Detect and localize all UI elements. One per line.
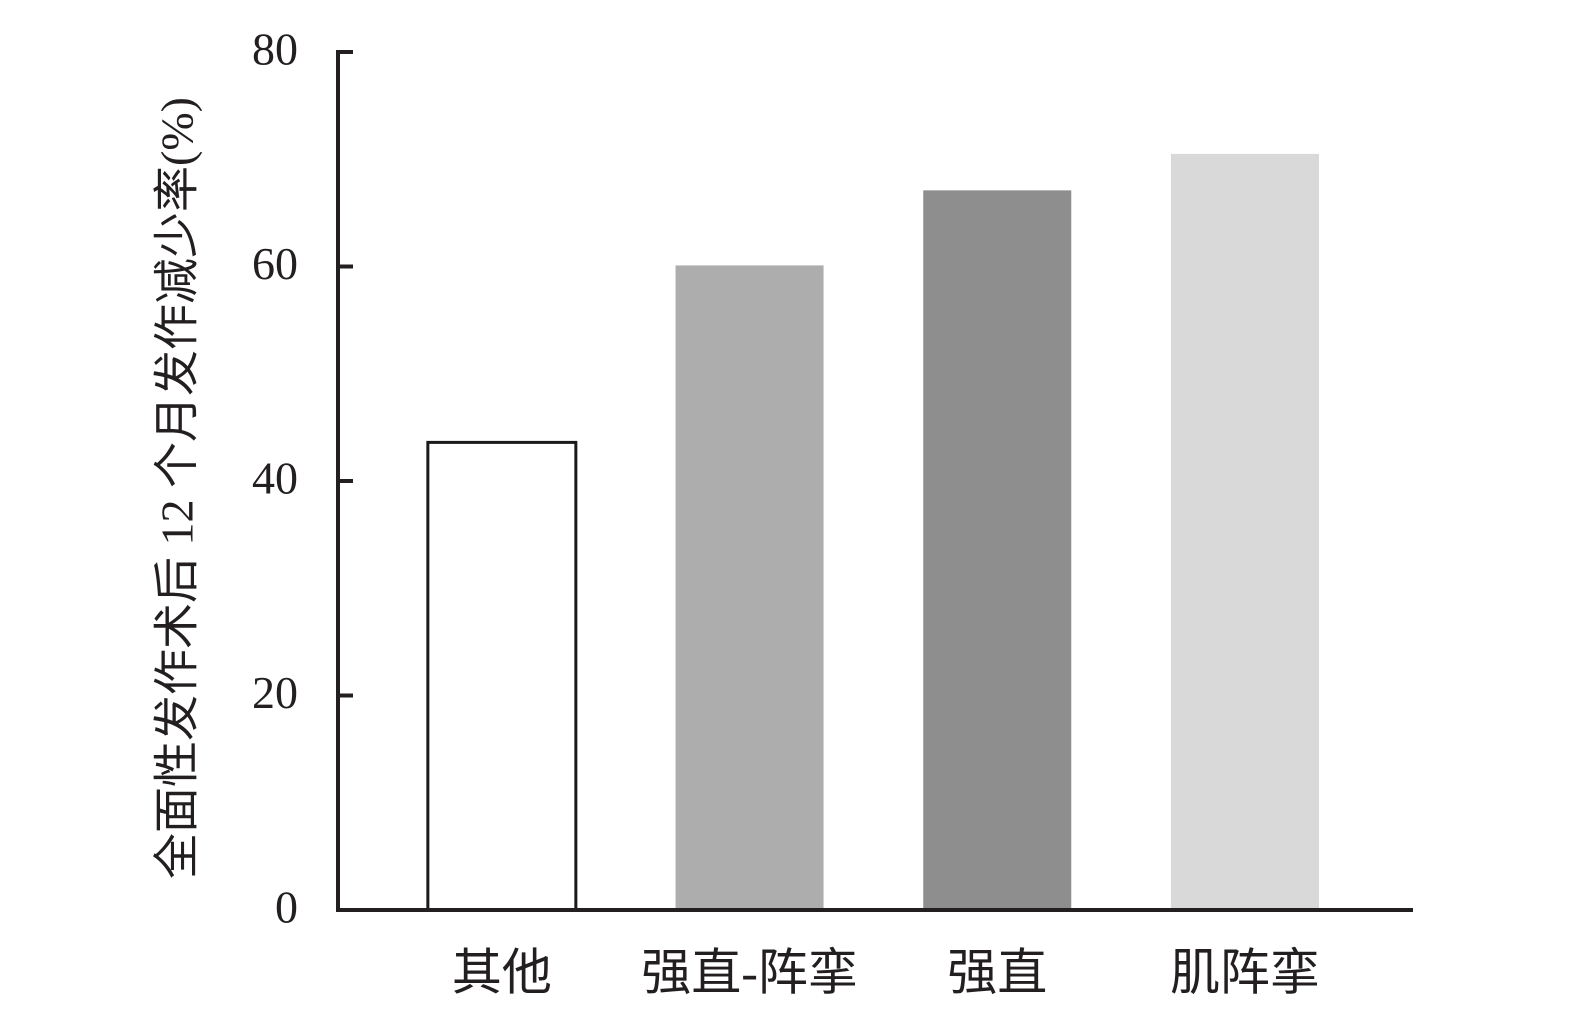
y-tick-label: 20 (252, 667, 298, 718)
x-tick-label: 肌阵挛 (1170, 944, 1320, 1000)
y-tick-label: 60 (252, 238, 298, 289)
bar (426, 440, 578, 912)
bar (675, 265, 824, 910)
x-tick-label: 强直 (947, 944, 1047, 1000)
y-tick-label: 40 (252, 453, 298, 504)
y-tick-label: 80 (252, 24, 298, 75)
y-tick-label: 0 (275, 882, 298, 933)
bar (923, 190, 1072, 911)
x-tick-label: 强直-阵挛 (641, 944, 858, 1000)
bar (1170, 153, 1319, 910)
y-axis-label: 全面性发作术后 12 个月发作减少率(%) (152, 97, 203, 879)
x-tick-label: 其他 (452, 944, 552, 1000)
